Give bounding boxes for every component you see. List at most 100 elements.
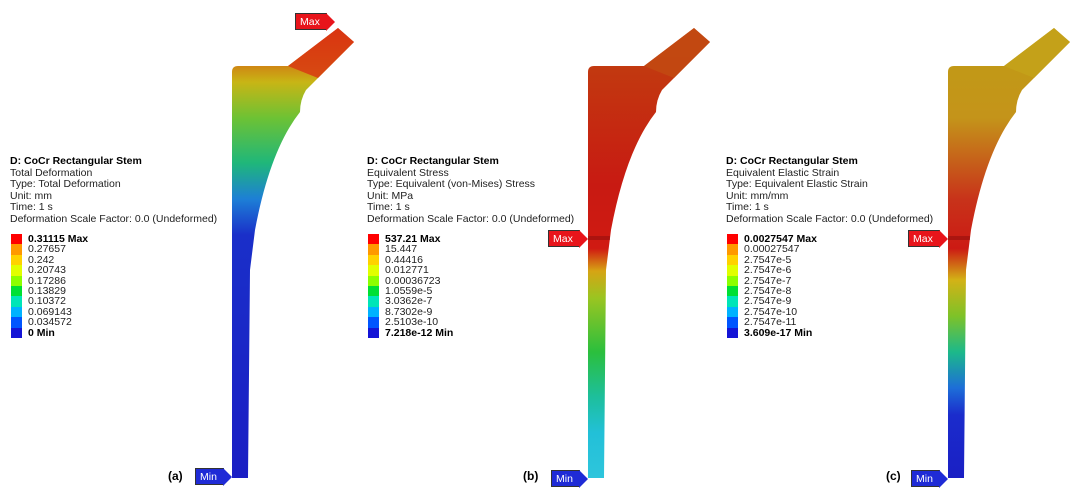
model-title: D: CoCr Rectangular Stem [367,155,499,167]
min-marker: Min [195,468,232,486]
legend-row: 2.7547e-9 [727,296,817,307]
model-title: D: CoCr Rectangular Stem [10,155,142,167]
color-legend: 0.0027547 Max 0.00027547 2.7547e-5 2.754… [727,234,817,338]
result-name: Total Deformation [10,166,93,179]
legend-row: 0 Min [11,327,88,338]
result-type: Type: Total Deformation [10,178,121,191]
legend-swatch [727,244,738,255]
result-info: D: CoCr Rectangular Stem Equivalent Stre… [367,155,575,226]
result-unit: Unit: MPa [367,189,414,202]
result-unit: Unit: mm/mm [726,189,789,202]
legend-swatch [11,327,22,338]
legend-swatch [727,296,738,307]
result-name: Equivalent Stress [367,166,449,179]
stem-c [948,28,1070,478]
legend-row: 7.218e-12 Min [368,327,453,338]
legend-row: 0.31115 Max [11,234,88,245]
result-name: Equivalent Elastic Strain [726,166,840,179]
legend-swatch [11,285,22,297]
max-marker: Max [295,13,335,31]
min-marker: Min [911,470,948,488]
max-marker: Max [908,230,948,248]
panel-label: (c) [886,469,901,483]
legend-swatch [368,306,379,318]
result-type: Type: Equivalent Elastic Strain [726,178,868,191]
legend-swatch [368,265,379,276]
deformation-scale: Deformation Scale Factor: 0.0 (Undeforme… [726,212,934,225]
legend-row: 537.21 Max [368,234,453,245]
legend-swatch [11,306,22,318]
legend-row: 0.069143 [11,306,88,318]
legend-row: 2.7547e-8 [727,285,817,297]
legend-row: 3.609e-17 Min [727,327,817,338]
legend-row: 2.7547e-7 [727,275,817,286]
model-title: D: CoCr Rectangular Stem [726,155,858,167]
legend-row: 2.7547e-5 [727,254,817,266]
legend-swatch [727,234,738,245]
legend-swatch [727,254,738,266]
panel-b: D: CoCr Rectangular Stem Equivalent Stre… [356,0,715,502]
legend-swatch [727,265,738,276]
min-marker: Min [551,470,588,488]
legend-row: 0.012771 [368,265,453,276]
legend-row: 8.7302e-9 [368,306,453,318]
legend-swatch [368,254,379,266]
legend-swatch [727,317,738,328]
legend-row: 2.5103e-10 [368,317,453,328]
legend-row: 1.0559e-5 [368,285,453,297]
legend-row: 2.7547e-10 [727,306,817,318]
legend-row: 2.7547e-6 [727,265,817,276]
legend-swatch [368,285,379,297]
legend-row: 0.0027547 Max [727,234,817,245]
legend-swatch [368,327,379,338]
legend-row: 0.10372 [11,296,88,307]
panel-a: D: CoCr Rectangular Stem Total Deformati… [0,0,359,502]
panel-label: (b) [523,469,539,483]
deformation-scale: Deformation Scale Factor: 0.0 (Undeforme… [367,212,575,225]
legend-row: 0.00027547 [727,244,817,255]
legend-row: 3.0362e-7 [368,296,453,307]
legend-swatch [368,244,379,255]
legend-swatch [727,306,738,318]
deformation-scale: Deformation Scale Factor: 0.0 (Undeforme… [10,212,218,225]
panel-label: (a) [168,469,183,483]
color-legend: 537.21 Max 15.447 0.44416 0.012771 0.000… [368,234,453,338]
legend-swatch [11,254,22,266]
stem-a [232,28,354,478]
legend-row: 0.00036723 [368,275,453,286]
result-time: Time: 1 s [726,201,769,214]
color-legend: 0.31115 Max 0.27657 0.242 0.20743 0.1728… [11,234,88,338]
legend-swatch [11,275,22,286]
legend-swatch [11,234,22,245]
panel-c: D: CoCr Rectangular Stem Equivalent Elas… [716,0,1075,502]
legend-swatch [11,317,22,328]
legend-swatch [727,285,738,297]
legend-row: 0.13829 [11,285,88,297]
result-info: D: CoCr Rectangular Stem Equivalent Elas… [726,155,934,226]
legend-swatch [11,265,22,276]
max-marker: Max [548,230,588,248]
legend-swatch [727,275,738,286]
legend-row: 0.44416 [368,254,453,266]
legend-swatch [11,244,22,255]
legend-swatch [368,317,379,328]
result-unit: Unit: mm [10,189,52,202]
legend-row: 2.7547e-11 [727,317,817,328]
legend-swatch [727,327,738,338]
legend-swatch [368,275,379,286]
legend-swatch [368,296,379,307]
legend-row: 0.20743 [11,265,88,276]
legend-swatch [368,234,379,245]
legend-swatch [11,296,22,307]
stem-b [588,28,710,478]
result-info: D: CoCr Rectangular Stem Total Deformati… [10,155,218,226]
legend-row: 0.17286 [11,275,88,286]
legend-row: 0.27657 [11,244,88,255]
legend-row: 0.242 [11,254,88,266]
result-type: Type: Equivalent (von-Mises) Stress [367,178,536,191]
result-time: Time: 1 s [367,201,410,214]
legend-row: 0.034572 [11,317,88,328]
result-time: Time: 1 s [10,201,53,214]
legend-row: 15.447 [368,244,453,255]
